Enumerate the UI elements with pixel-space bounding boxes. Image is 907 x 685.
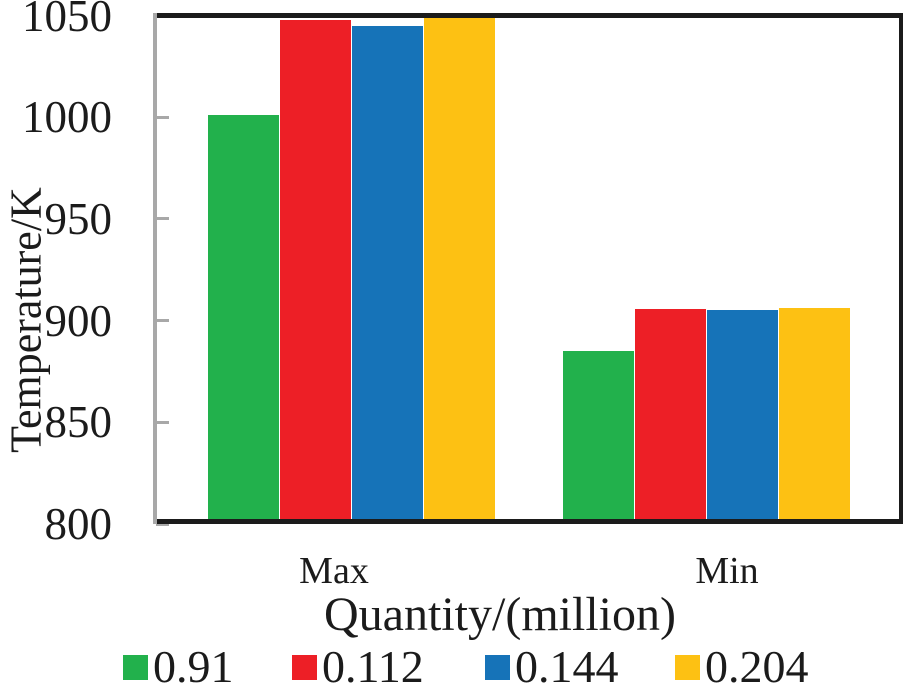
bar-min-0.204 [779,308,850,524]
plot-border-bottom [153,519,903,524]
bar-max-0.204 [424,17,495,524]
y-tick-label: 1000 [22,92,112,143]
plot-border-right [899,13,903,524]
plot-border-top [155,13,903,18]
y-tick-label: 1050 [22,0,112,41]
legend-label: 0.204 [705,641,809,685]
y-tick-label: 850 [44,397,113,448]
legend-label: 0.91 [153,641,234,685]
legend-label: 0.112 [322,641,424,685]
y-axis-line [153,13,157,524]
legend-swatch-green [123,654,148,680]
bar-min-0.112 [635,309,706,524]
x-category-label-min: Min [695,550,759,592]
legend-item-1: 0.112 [292,644,424,685]
x-axis-title: Quantity/(million) [324,588,676,641]
bar-max-0.112 [280,19,351,524]
legend-item-0: 0.91 [123,644,234,685]
bar-max-0.91 [208,115,279,524]
legend-label: 0.144 [515,641,619,685]
y-tick-label: 950 [44,193,113,244]
y-tick-label: 800 [44,499,113,549]
legend-swatch-red [292,654,317,680]
legend-swatch-yellow [675,654,700,680]
legend-item-2: 0.144 [485,644,619,685]
bar-min-0.91 [563,351,634,524]
bar-min-0.144 [707,310,778,524]
y-tick-label: 900 [44,295,113,346]
x-category-label-max: Max [299,550,369,592]
legend-swatch-blue [485,654,510,680]
legend-item-3: 0.204 [675,644,809,685]
y-tick-mark [156,319,169,323]
y-tick-mark [156,217,169,221]
bar-max-0.144 [352,25,423,524]
y-tick-mark [156,522,169,526]
y-axis-title: Temperature/K [1,187,51,453]
y-tick-mark [156,115,169,119]
y-tick-mark [156,420,169,424]
